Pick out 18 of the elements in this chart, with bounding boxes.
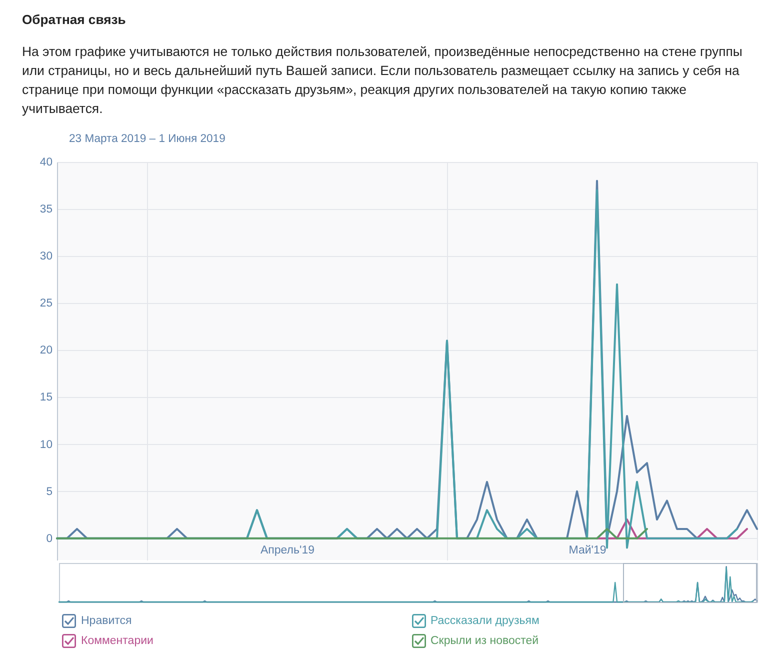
y-tick-label: 20: [40, 344, 52, 357]
chart-title: Обратная связь: [22, 12, 126, 27]
x-tick-label: Апрель'19: [260, 544, 314, 556]
legend-label: Скрыли из новостей: [430, 634, 539, 646]
x-tick-label: Май'19: [568, 544, 606, 556]
y-tick-label: 40: [40, 156, 52, 168]
legend-label: Рассказали друзьям: [430, 614, 540, 626]
y-tick-label: 30: [40, 250, 52, 263]
y-tick-label: 5: [46, 486, 52, 498]
y-tick-label: 10: [40, 438, 52, 451]
y-tick-label: 15: [40, 392, 52, 404]
y-tick-label: 0: [46, 532, 52, 545]
y-tick-label: 35: [40, 204, 52, 216]
legend-label: Нравится: [81, 614, 132, 626]
chart-subtitle: На этом графике учитываются не только действия пользователей, произведённые непосредственно на стене группы или страницы, но и весь дальнейший путь Вашей записи. Если пользователь размещает ссылку на запись у себя на странице при помощи функции «рассказать друзьям», реакция других пользователей на такую копию также учитывается.: [22, 42, 744, 118]
y-tick-label: 25: [40, 298, 52, 310]
legend-label: Комментарии: [81, 634, 154, 646]
text: 23 Марта 2019 – 1 Июня 2019: [69, 133, 226, 145]
